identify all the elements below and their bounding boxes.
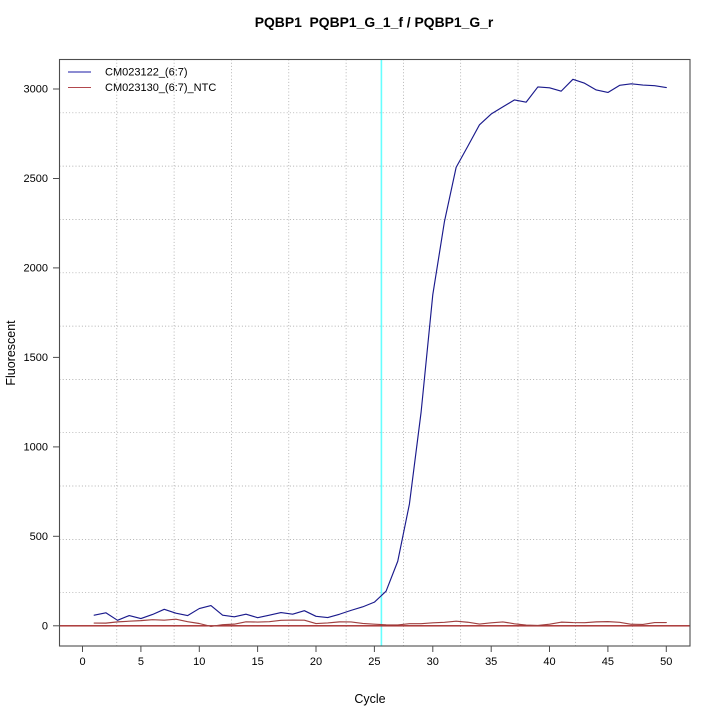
svg-text:10: 10 [193,656,205,668]
svg-text:20: 20 [310,656,322,668]
svg-text:2000: 2000 [24,263,48,275]
svg-text:50: 50 [660,656,672,668]
svg-text:1000: 1000 [24,442,48,454]
svg-text:CM023130_(6:7)_NTC: CM023130_(6:7)_NTC [105,82,216,94]
svg-text:25: 25 [368,656,380,668]
svg-text:0: 0 [79,656,85,668]
svg-text:30: 30 [427,656,439,668]
svg-text:2500: 2500 [24,173,48,185]
svg-text:15: 15 [251,656,263,668]
svg-text:35: 35 [485,656,497,668]
svg-text:5: 5 [138,656,144,668]
svg-text:PQBP1 PQBP1_G_1_f / PQBP1_G_r: PQBP1 PQBP1_G_1_f / PQBP1_G_r [255,14,494,30]
svg-text:3000: 3000 [24,84,48,96]
svg-text:500: 500 [30,531,48,543]
svg-text:Fluorescent: Fluorescent [4,320,18,386]
svg-text:0: 0 [42,621,48,633]
svg-text:1500: 1500 [24,352,48,364]
svg-text:40: 40 [543,656,555,668]
svg-text:45: 45 [602,656,614,668]
svg-text:Cycle: Cycle [354,692,385,706]
svg-text:CM023122_(6:7): CM023122_(6:7) [105,67,188,79]
